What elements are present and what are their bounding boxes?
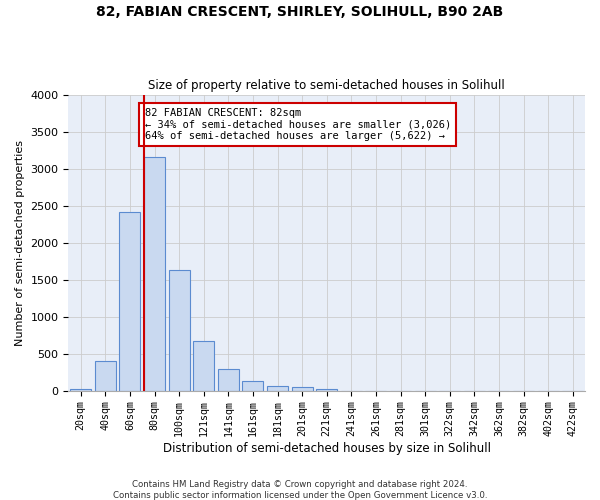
Bar <box>119 212 140 390</box>
Bar <box>316 388 337 390</box>
Bar <box>218 370 239 390</box>
Text: Contains HM Land Registry data © Crown copyright and database right 2024.
Contai: Contains HM Land Registry data © Crown c… <box>113 480 487 500</box>
Bar <box>169 270 190 390</box>
X-axis label: Distribution of semi-detached houses by size in Solihull: Distribution of semi-detached houses by … <box>163 442 491 455</box>
Bar <box>144 158 165 390</box>
Text: 82 FABIAN CRESCENT: 82sqm
← 34% of semi-detached houses are smaller (3,026)
64% : 82 FABIAN CRESCENT: 82sqm ← 34% of semi-… <box>145 108 451 141</box>
Bar <box>70 388 91 390</box>
Bar <box>267 386 288 390</box>
Bar <box>193 341 214 390</box>
Bar <box>242 381 263 390</box>
Bar <box>95 361 116 390</box>
Y-axis label: Number of semi-detached properties: Number of semi-detached properties <box>15 140 25 346</box>
Title: Size of property relative to semi-detached houses in Solihull: Size of property relative to semi-detach… <box>148 79 505 92</box>
Bar <box>292 387 313 390</box>
Text: 82, FABIAN CRESCENT, SHIRLEY, SOLIHULL, B90 2AB: 82, FABIAN CRESCENT, SHIRLEY, SOLIHULL, … <box>97 5 503 19</box>
